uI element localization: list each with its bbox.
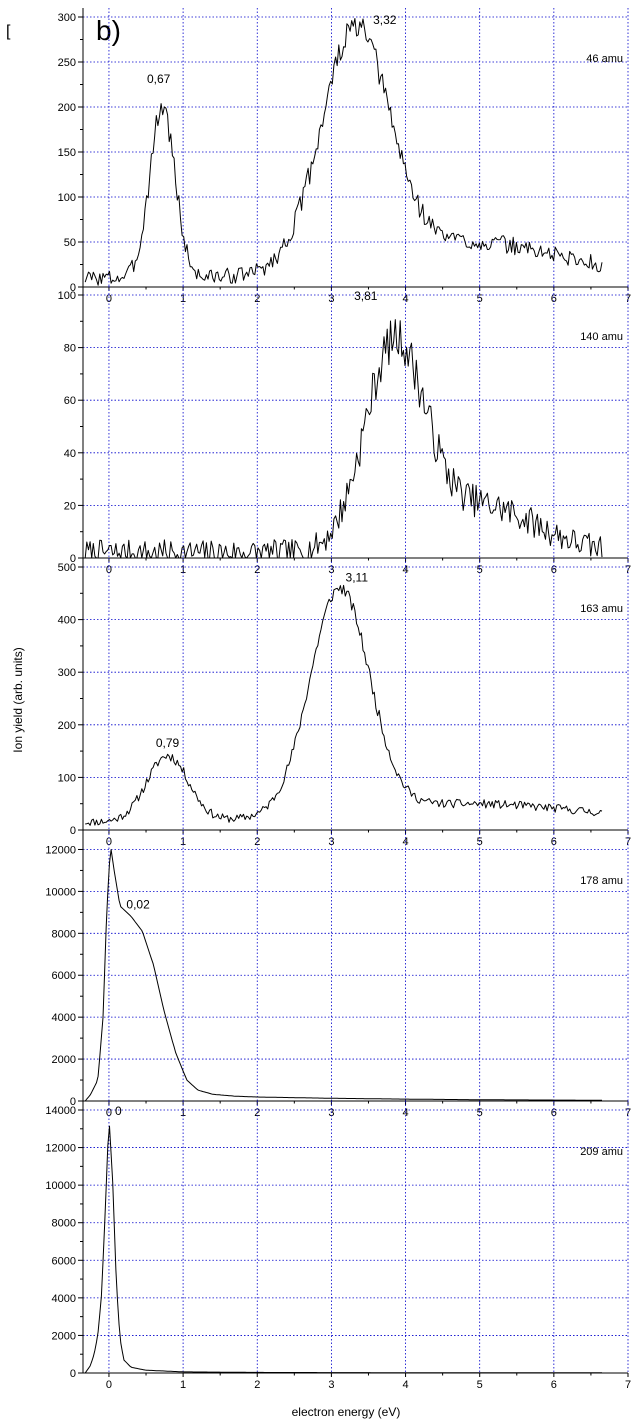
x-tick-label: 2 [254,293,260,305]
y-tick-label: 50 [64,237,76,249]
spectrum-line [85,584,603,826]
panel-1: 0 50 100 150 200 250 300 0 1 2 3 4 5 6 7 46 amu 0,67 3,32 [58,8,631,305]
x-tick-label: 4 [402,1379,408,1391]
y-tick-label: 6000 [52,1255,76,1267]
x-tick-label: 0 [106,1379,112,1391]
y-tick-label: 0 [70,1096,76,1108]
y-tick-label: 10000 [45,886,76,898]
y-tick-label: 150 [58,147,76,159]
y-tick-label: 20 [64,500,76,512]
peak-label: 3,81 [354,289,378,303]
y-tick-label: 80 [64,343,76,355]
y-tick-label: 0 [70,1368,76,1380]
peak-label: 0,79 [156,736,180,750]
y-tick-label: 60 [64,395,76,407]
mass-label: 163 amu [580,603,623,615]
y-tick-label: 14000 [45,1105,76,1117]
y-tick-label: 2000 [52,1330,76,1342]
y-tick-label: 300 [58,667,76,679]
x-tick-label: 4 [402,293,408,305]
peak-label: 3,32 [373,13,397,27]
y-tick-label: 300 [58,12,76,24]
y-tick-label: 8000 [52,1218,76,1230]
y-tick-label: 0 [70,282,76,294]
x-tick-label: 3 [328,1379,334,1391]
x-tick-label: 7 [625,293,631,305]
x-tick-label: 6 [551,293,557,305]
x-tick-label: 0 [106,293,112,305]
y-axis-title: Ion yield (arb. units) [11,647,25,752]
y-tick-label: 8000 [52,928,76,940]
y-tick-label: 500 [58,562,76,574]
x-tick-label: 5 [477,1379,483,1391]
y-tick-label: 100 [58,290,76,302]
mass-label: 140 amu [580,331,623,343]
peak-label: 3,11 [346,570,369,584]
y-tick-label: 100 [58,192,76,204]
panel-letter: b) [96,15,121,46]
peak-label: 0,67 [147,72,171,86]
y-tick-label: 4000 [52,1012,76,1024]
x-tick-label: 1 [180,293,186,305]
x-tick-label: 3 [328,293,334,305]
y-tick-label: 2000 [52,1054,76,1066]
mass-label: 209 amu [580,1146,623,1158]
peak-label: 0,02 [126,897,150,911]
x-tick-label: 6 [551,1379,557,1391]
x-tick-label: 5 [477,293,483,305]
mass-label: 46 amu [586,53,623,65]
y-tick-label: 0 [70,825,76,837]
x-tick-label: 1 [180,1379,186,1391]
mass-label: 178 amu [580,875,623,887]
panel-5: 0 2000 4000 6000 8000 10000 12000 14000 0 1 2 3 4 5 6 7… [45,1101,631,1391]
spectrum-line [84,1125,602,1374]
y-tick-label: 12000 [45,1143,76,1155]
panel-2: 0 20 40 60 80 100 0 1 2 3 4 5 6 7 140 amu 3,81 [58,286,631,576]
y-tick-label: 12000 [45,844,76,856]
y-tick-label: 200 [58,102,76,114]
y-tick-label: 6000 [52,970,76,982]
spectrum-line [84,319,603,559]
y-tick-label: 4000 [52,1293,76,1305]
y-tick-label: 250 [58,57,76,69]
x-axis-title: electron energy (eV) [292,1405,401,1419]
y-tick-label: 0 [70,553,76,565]
y-tick-label: 10000 [45,1180,76,1192]
panel-4: 02000400060008000100001200001234567178 a… [45,830,631,1119]
spectrum-line [84,18,603,286]
x-tick-label: 2 [254,1379,260,1391]
bracket-mark: [ [6,23,11,40]
y-tick-label: 100 [58,772,76,784]
y-tick-label: 400 [58,615,76,627]
spectrum-line [84,849,602,1102]
y-tick-label: 200 [58,720,76,732]
x-tick-label: 7 [625,1379,631,1391]
peak-label: 0 [115,1104,122,1118]
y-tick-label: 40 [64,448,76,460]
